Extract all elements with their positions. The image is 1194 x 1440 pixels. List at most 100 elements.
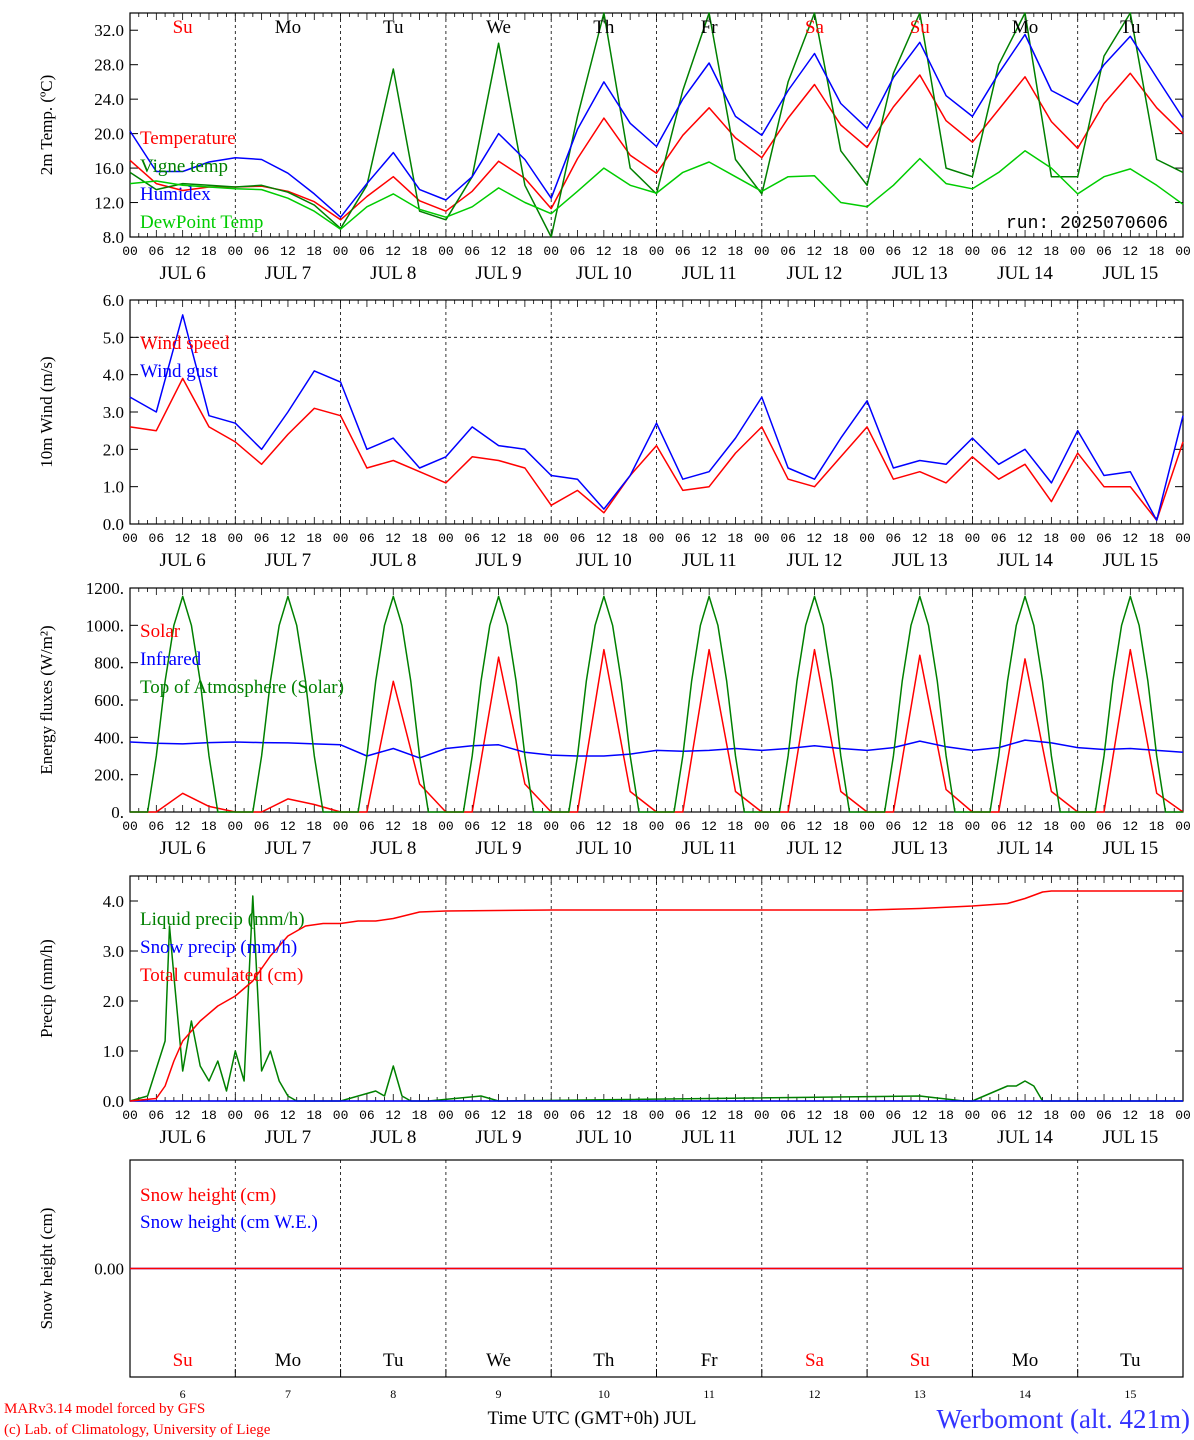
wind-x-tick-label: 06 (254, 531, 270, 546)
energy-date-label: JUL 11 (682, 838, 737, 859)
wind-x-tick-label: 18 (622, 531, 638, 546)
precip-x-tick-label: 06 (464, 1108, 480, 1123)
energy-x-tick-label: 18 (1149, 819, 1165, 834)
temp-x-tick-label: 00 (1175, 244, 1191, 259)
energy-x-tick-label: 00 (649, 819, 665, 834)
precip-x-tick-label: 06 (991, 1108, 1007, 1123)
day-number-label: 15 (1124, 1387, 1136, 1401)
energy-y-tick-label: 600. (94, 691, 124, 710)
precip-y-tick-label: 4.0 (103, 892, 124, 911)
precip-x-tick-label: 18 (412, 1108, 428, 1123)
wind-y-tick-label: 2.0 (103, 440, 124, 459)
weekday-label: Th (593, 17, 615, 38)
energy-date-label: JUL 14 (997, 838, 1053, 859)
precip-y-tick-label: 0.0 (103, 1092, 124, 1111)
temp-x-tick-label: 12 (807, 244, 823, 259)
temp-y-tick-label: 32.0 (94, 21, 124, 40)
wind-x-tick-label: 12 (1123, 531, 1139, 546)
temp-y-tick-label: 12.0 (94, 194, 124, 213)
day-number-label: 14 (1019, 1387, 1031, 1401)
wind-x-tick-label: 18 (517, 531, 533, 546)
temp-x-tick-label: 12 (596, 244, 612, 259)
precip-date-label: JUL 13 (892, 1127, 948, 1148)
wind-y-tick-label: 3.0 (103, 403, 124, 422)
precip-date-label: JUL 8 (370, 1127, 416, 1148)
temp-x-tick-label: 00 (543, 244, 559, 259)
temp-y-axis-title: 2m Temp. (ºC) (37, 75, 56, 176)
wind-x-tick-label: 06 (359, 531, 375, 546)
wind-x-tick-label: 06 (1096, 531, 1112, 546)
wind-x-tick-label: 12 (1017, 531, 1033, 546)
precip-x-tick-label: 06 (886, 1108, 902, 1123)
precip-y-tick-label: 3.0 (103, 942, 124, 961)
energy-date-label: JUL 13 (892, 838, 948, 859)
energy-x-tick-label: 06 (254, 819, 270, 834)
temp-x-tick-label: 12 (385, 244, 401, 259)
energy-x-tick-label: 12 (807, 819, 823, 834)
precip-x-tick-label: 06 (570, 1108, 586, 1123)
wind-x-tick-label: 00 (227, 531, 243, 546)
snow-weekday-label: Th (593, 1350, 615, 1371)
wind-date-label: JUL 9 (475, 550, 521, 571)
energy-x-tick-label: 06 (780, 819, 796, 834)
snow-weekday-label: Fr (701, 1350, 719, 1371)
energy-x-tick-label: 18 (728, 819, 744, 834)
energy-legend-entry: Infrared (140, 649, 202, 670)
temp-x-tick-label: 18 (517, 244, 533, 259)
day-number-label: 13 (914, 1387, 926, 1401)
day-number-label: 12 (808, 1387, 820, 1401)
energy-x-tick-label: 12 (280, 819, 296, 834)
weekday-label: Tu (383, 17, 404, 38)
energy-x-tick-label: 06 (149, 819, 165, 834)
day-number-label: 9 (496, 1387, 502, 1401)
energy-y-tick-label: 1200. (86, 579, 124, 598)
wind-series-wind-speed (129, 377, 1184, 522)
snow-y-axis-title: Snow height (cm) (37, 1208, 56, 1330)
precip-x-tick-label: 12 (701, 1108, 717, 1123)
precip-x-tick-label: 12 (912, 1108, 928, 1123)
wind-date-label: JUL 10 (576, 550, 632, 571)
wind-x-tick-label: 00 (649, 531, 665, 546)
wind-x-tick-label: 00 (754, 531, 770, 546)
precip-series-total-cumulated-cm- (129, 890, 1183, 1102)
temp-date-label: JUL 15 (1102, 263, 1158, 284)
temp-x-tick-label: 18 (412, 244, 428, 259)
wind-x-tick-label: 12 (175, 531, 191, 546)
temp-x-tick-label: 06 (149, 244, 165, 259)
temp-y-tick-label: 20.0 (94, 125, 124, 144)
precip-y-tick-label: 1.0 (103, 1042, 124, 1061)
precip-x-tick-label: 18 (622, 1108, 638, 1123)
precip-x-tick-label: 00 (438, 1108, 454, 1123)
temp-series-vigne-temp (129, 12, 1184, 238)
precip-x-tick-label: 06 (149, 1108, 165, 1123)
weekday-label: Mo (1012, 17, 1038, 38)
snow-weekday-label: Sa (805, 1350, 825, 1371)
wind-x-tick-label: 06 (570, 531, 586, 546)
precip-x-tick-label: 06 (675, 1108, 691, 1123)
wind-date-label: JUL 12 (787, 550, 843, 571)
snow-weekday-label: We (486, 1350, 511, 1371)
precip-x-tick-label: 12 (1017, 1108, 1033, 1123)
energy-date-label: JUL 7 (265, 838, 311, 859)
energy-series-infrared (129, 739, 1184, 759)
temp-x-tick-label: 18 (833, 244, 849, 259)
temp-x-tick-label: 06 (1096, 244, 1112, 259)
wind-x-tick-label: 00 (543, 531, 559, 546)
temp-series-dewpoint-temp (129, 150, 1184, 230)
weekday-label: Su (173, 17, 194, 38)
wind-x-tick-label: 18 (201, 531, 217, 546)
precip-date-label: JUL 6 (160, 1127, 206, 1148)
energy-x-tick-label: 18 (938, 819, 954, 834)
temp-x-tick-label: 18 (622, 244, 638, 259)
energy-x-tick-label: 12 (491, 819, 507, 834)
station-title: Werbomont (alt. 421m) (936, 1404, 1190, 1434)
wind-y-tick-label: 0.0 (103, 515, 124, 534)
energy-x-tick-label: 12 (912, 819, 928, 834)
energy-x-tick-label: 18 (517, 819, 533, 834)
precip-x-tick-label: 00 (1175, 1108, 1191, 1123)
wind-x-tick-label: 12 (385, 531, 401, 546)
energy-x-tick-label: 00 (1175, 819, 1191, 834)
energy-x-tick-label: 00 (754, 819, 770, 834)
energy-y-tick-label: 400. (94, 728, 124, 747)
temp-x-tick-label: 00 (754, 244, 770, 259)
